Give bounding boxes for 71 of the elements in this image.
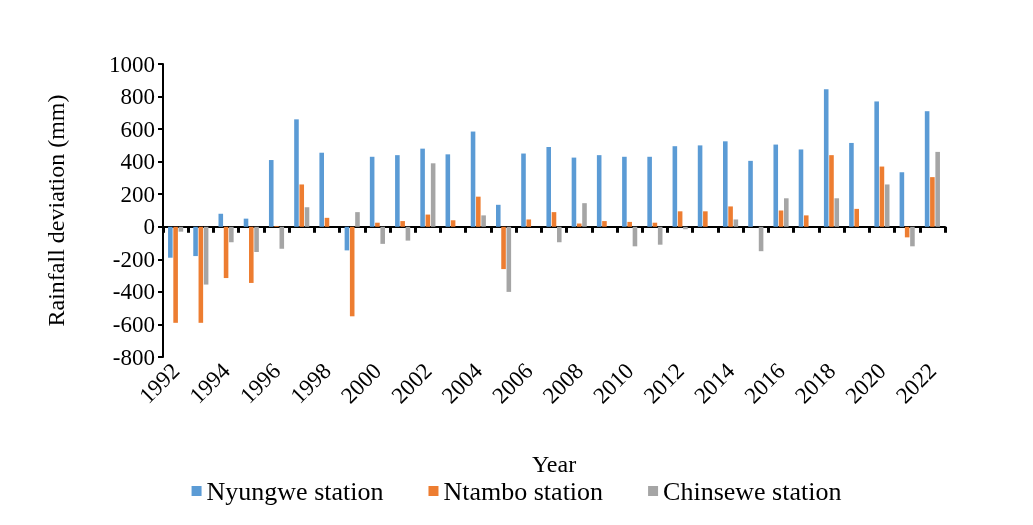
bar: [849, 142, 854, 227]
bar: [683, 226, 688, 230]
bar: [173, 226, 178, 323]
bar: [178, 226, 184, 232]
y-axis-title: Rainfall deviation (mm): [43, 94, 69, 327]
bar: [254, 226, 259, 253]
bar: [299, 184, 305, 227]
bar: [168, 226, 173, 258]
bar: [834, 198, 840, 227]
bar: [677, 211, 683, 227]
legend-label: Nyungwe station: [206, 476, 384, 506]
y-tick-label: 600: [120, 116, 155, 142]
bar: [773, 144, 779, 227]
bar: [355, 212, 360, 227]
bar: [249, 226, 254, 283]
bar: [935, 151, 940, 227]
bar: [854, 208, 859, 227]
legend-label: Chinsewe station: [663, 476, 842, 506]
x-tick-label: 1998: [285, 358, 336, 409]
bar: [733, 219, 739, 227]
bar: [375, 222, 380, 227]
bar: [294, 119, 299, 227]
bar: [521, 153, 526, 227]
bar: [582, 203, 587, 227]
y-tick-label: 800: [120, 84, 155, 110]
bar: [748, 160, 753, 227]
y-tick-label: -600: [112, 311, 155, 337]
legend-label: Ntambo station: [443, 476, 604, 506]
bar: [874, 101, 879, 227]
bar: [279, 226, 285, 249]
bar: [627, 221, 632, 227]
bar: [193, 226, 198, 257]
bar: [546, 147, 552, 227]
bar: [647, 156, 652, 227]
y-tick-label: 400: [120, 149, 155, 175]
bar: [884, 184, 890, 227]
y-tick-label: 200: [120, 181, 155, 207]
bar: [723, 141, 728, 227]
bar: [930, 177, 935, 227]
y-tick-label: 1000: [109, 51, 155, 77]
bar: [501, 226, 506, 270]
bar: [218, 213, 224, 227]
bar: [481, 215, 486, 227]
y-tick-label: -800: [112, 344, 155, 370]
y-tick-label: 0: [143, 214, 155, 240]
bar: [823, 89, 829, 227]
bar: [622, 156, 627, 227]
bar: [476, 196, 481, 227]
bar: [526, 219, 532, 227]
bar: [703, 211, 708, 227]
bar: [602, 221, 607, 227]
bar: [229, 226, 234, 243]
bar: [551, 212, 557, 227]
y-tick-label: -400: [112, 279, 155, 305]
bar: [450, 220, 456, 227]
bar: [910, 226, 915, 247]
bar: [784, 198, 789, 227]
x-axis-title: Year: [531, 451, 577, 477]
y-tick-label: -200: [112, 246, 155, 272]
bar: [319, 152, 324, 227]
bar: [268, 160, 274, 227]
bar: [829, 155, 834, 227]
bar: [380, 226, 385, 244]
bar: [576, 223, 582, 227]
bar: [803, 215, 809, 227]
bar: [556, 226, 562, 243]
bar: [495, 204, 501, 227]
bar: [420, 148, 425, 227]
bar: [400, 221, 405, 227]
bar: [395, 155, 400, 227]
bar: [728, 206, 733, 227]
